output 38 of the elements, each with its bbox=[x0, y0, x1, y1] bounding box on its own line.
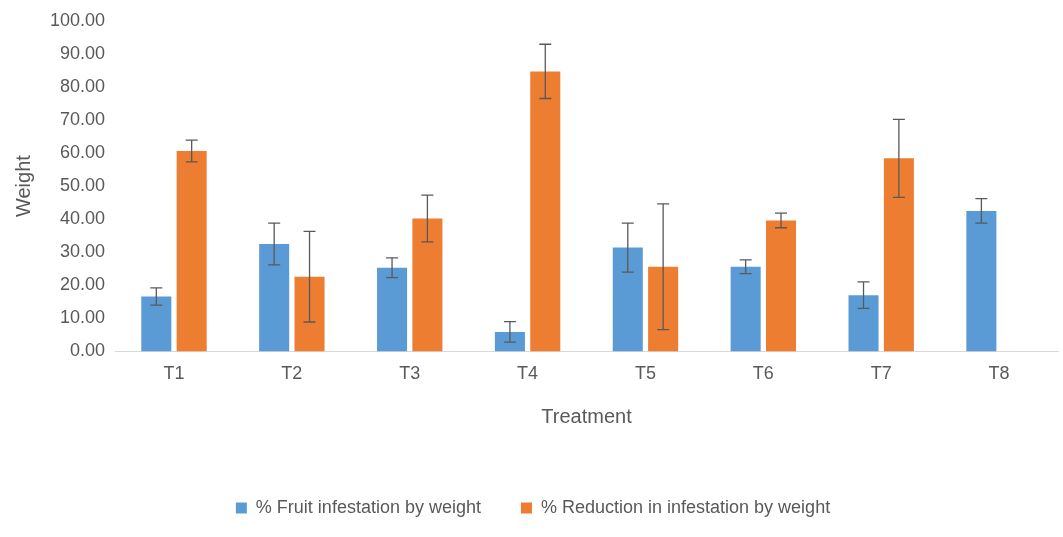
y-axis-title: Weight bbox=[11, 154, 34, 218]
bar bbox=[612, 247, 643, 352]
bar bbox=[141, 296, 172, 352]
x-tick-label: T1 bbox=[163, 363, 185, 384]
bar bbox=[848, 295, 879, 352]
x-tick-label: T7 bbox=[870, 363, 892, 384]
y-tick-label: 60.00 bbox=[60, 142, 106, 163]
bar bbox=[730, 266, 761, 352]
x-axis-title: Treatment bbox=[541, 404, 633, 427]
x-tick-label: T4 bbox=[517, 363, 539, 384]
legend-label: % Reduction in infestation by weight bbox=[540, 496, 831, 517]
x-tick-label: T3 bbox=[399, 363, 421, 384]
bar bbox=[377, 267, 408, 352]
y-tick-label: 50.00 bbox=[60, 175, 106, 196]
y-tick-label: 70.00 bbox=[60, 108, 106, 129]
x-tick-label: T8 bbox=[988, 363, 1010, 384]
y-tick-label: 0.00 bbox=[70, 340, 106, 361]
y-tick-label: 20.00 bbox=[60, 274, 106, 295]
bar bbox=[648, 266, 679, 352]
bar bbox=[294, 276, 325, 352]
y-tick-label: 100.00 bbox=[49, 9, 106, 30]
y-tick-label: 90.00 bbox=[60, 42, 106, 63]
bar bbox=[176, 151, 207, 352]
x-tick-label: T6 bbox=[752, 363, 774, 384]
bar bbox=[530, 71, 561, 352]
y-tick-label: 10.00 bbox=[60, 307, 106, 328]
x-tick-label: T5 bbox=[634, 363, 656, 384]
x-tick-label: T2 bbox=[281, 363, 303, 384]
y-tick-label: 30.00 bbox=[60, 241, 106, 262]
y-tick-label: 80.00 bbox=[60, 75, 106, 96]
legend-label: % Fruit infestation by weight bbox=[255, 496, 481, 517]
bar bbox=[259, 243, 290, 352]
bar bbox=[883, 158, 914, 352]
bar bbox=[966, 210, 997, 352]
bar bbox=[494, 331, 525, 352]
y-tick-label: 40.00 bbox=[60, 208, 106, 229]
bar bbox=[412, 218, 443, 352]
bar bbox=[765, 220, 797, 352]
